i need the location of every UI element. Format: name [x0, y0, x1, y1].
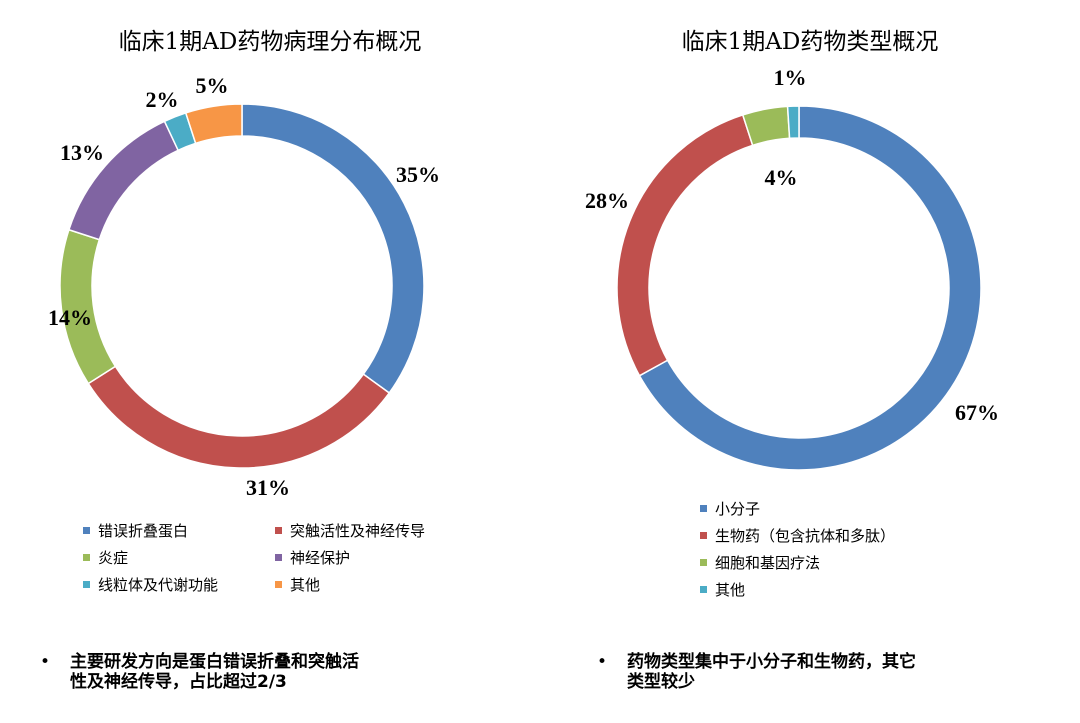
legend-swatch [83, 527, 90, 534]
legend-item: 突触活性及神经传导 [275, 520, 425, 541]
data-label: 13% [60, 140, 104, 165]
legend-label: 小分子 [715, 500, 761, 518]
legend-label: 线粒体及代谢功能 [98, 576, 219, 594]
chart-title-drug-type: 临床1期AD药物类型概况 [681, 29, 939, 55]
donut-slice [184, 103, 243, 145]
legend-item: 线粒体及代谢功能 [83, 574, 218, 595]
data-label: 14% [48, 305, 92, 330]
legend-item: 炎症 [83, 547, 128, 568]
data-label: 35% [396, 162, 440, 187]
legend-label: 炎症 [98, 549, 129, 567]
donut-slice [87, 365, 391, 469]
donut-slice [241, 103, 425, 395]
chart-panel-pathology: 临床1期AD药物病理分布概况 35% 31% 14% 13% 2% 5% 错误折叠蛋白 突触… [0, 0, 540, 640]
legend-item: 生物药（包含抗体和多肽） [700, 525, 895, 546]
data-label: 28% [585, 188, 629, 213]
legend-label: 其他 [290, 576, 321, 594]
legend-item: 其他 [275, 574, 320, 595]
legend-swatch [275, 527, 282, 534]
note-left-line-1: 主要研发方向是蛋白错误折叠和突触活 [70, 652, 359, 672]
legend-swatch [275, 581, 282, 588]
bullet-icon: • [40, 652, 51, 672]
legend-swatch [83, 554, 90, 561]
legend-swatch [700, 532, 707, 539]
legend-swatch [275, 554, 282, 561]
chart-panel-drug-type: 临床1期AD药物类型概况 67% 28% 4% 1% 小分子生物药（包含抗体和多肽） 细… [540, 0, 1080, 640]
note-right-line-2: 类型较少 [627, 672, 695, 692]
donut-slice [786, 105, 800, 140]
data-label: 4% [765, 165, 798, 190]
donut-slice [616, 113, 754, 377]
note-left-line-2: 性及神经传导，占比超过2/3 [70, 672, 287, 692]
legend-label: 生物药（包含抗体和多肽） [715, 527, 896, 545]
data-label: 31% [246, 475, 290, 500]
data-label: 2% [146, 87, 179, 112]
legend-item: 小分子 [700, 498, 760, 519]
legend-item: 细胞和基因疗法 [700, 552, 820, 573]
legend-swatch [700, 559, 707, 566]
donut-chart-drug-type: 67% 28% 4% 1% [585, 65, 999, 471]
donut-slice [638, 105, 982, 471]
legend-label: 突触活性及神经传导 [290, 522, 426, 540]
legend-item: 错误折叠蛋白 [83, 520, 188, 541]
legend-swatch [83, 581, 90, 588]
data-label: 1% [774, 65, 807, 90]
donut-chart-pathology: 35% 31% 14% 13% 2% 5% [48, 73, 440, 500]
legend-label: 神经保护 [290, 549, 351, 567]
legend-item: 其他 [700, 579, 745, 600]
legend-label: 其他 [715, 581, 746, 599]
bullet-icon: • [597, 652, 608, 672]
data-label: 5% [196, 73, 229, 98]
legend-swatch [700, 586, 707, 593]
legend-swatch [700, 505, 707, 512]
legend-label: 错误折叠蛋白 [98, 522, 189, 540]
chart-title-pathology: 临床1期AD药物病理分布概况 [118, 29, 422, 55]
legend-label: 细胞和基因疗法 [715, 554, 821, 572]
legend-item: 神经保护 [275, 547, 350, 568]
note-right-line-1: 药物类型集中于小分子和生物药，其它 [627, 652, 916, 672]
data-label: 67% [955, 400, 999, 425]
